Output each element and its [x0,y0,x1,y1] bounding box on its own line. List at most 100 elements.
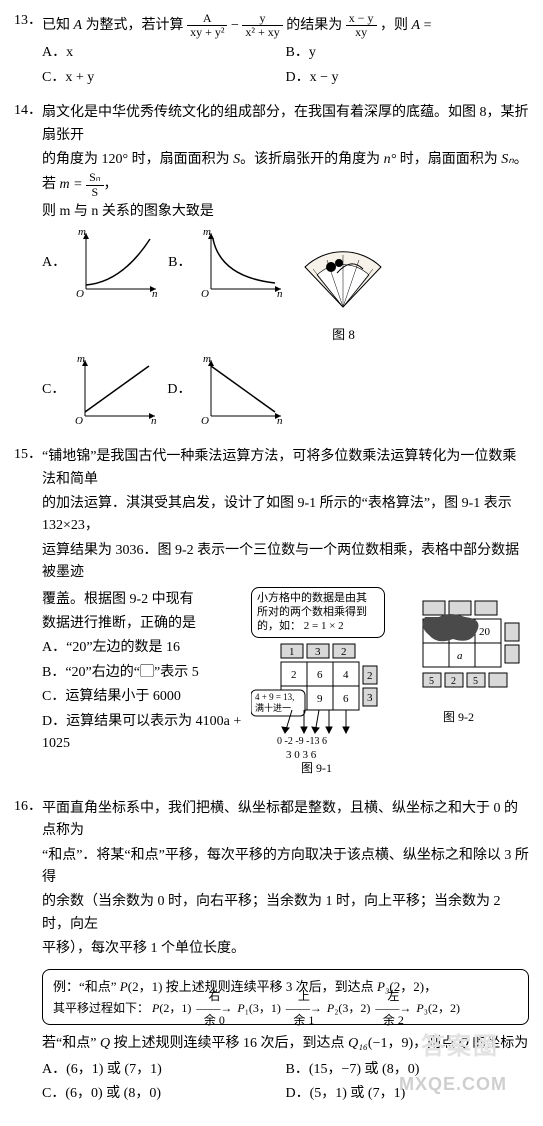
q14-meq: m = [60,177,87,192]
svg-text:3 0 3 6: 3 0 3 6 [286,749,317,761]
q14-optA-wrap: A． m n O [42,227,160,299]
watermark-cn: 答案圈 [421,1028,499,1066]
q15-left: 覆盖。根据图 9-2 中现有 数据进行推断，正确的是 A．“20”左边的数是 1… [42,587,245,786]
svg-text:a: a [457,650,463,662]
svg-text:20: 20 [479,626,491,638]
svg-text:2: 2 [451,676,456,687]
svg-text:O: O [75,415,83,426]
t-l1a: 若“和点” [42,1036,100,1051]
svg-text:n: n [277,288,283,299]
svg-text:1: 1 [289,646,295,658]
q16-opt-A: A．(6，1) 或 (7，1) [42,1058,286,1082]
q15-diagram-area: 覆盖。根据图 9-2 中现有 数据进行推断，正确的是 A．“20”左边的数是 1… [42,587,529,786]
q13-opt-B: B．y [286,41,530,65]
question-16: 16． 平面直角坐标系中，我们把横、纵坐标都是整数，且横、纵坐标之和大于 0 的… [14,796,529,1106]
q13-A: A [74,18,83,33]
svg-text:m: m [203,227,211,238]
q15-l2: 的加法运算．淇淇受其启发，设计了如图 9-1 所示的“表格算法”，图 9-1 表… [42,493,529,538]
q13-A2: A [412,18,421,33]
q13-t1: 已知 [42,18,74,33]
q14-line1: 扇文化是中华优秀传统文化的组成部分，在我国有着深厚的底蕴。如图 8，某折扇张开 [42,102,529,147]
fig8-caption: 图 8 [293,325,393,346]
q13-frac1-num: A [187,12,227,26]
q15-number: 15． [14,444,42,786]
q14-optB-wrap: B． m n O [168,227,285,299]
q16-opt-C: C．(6，0) 或 (8，0) [42,1082,286,1106]
svg-text:6: 6 [343,693,349,705]
q13-frac2: yx² + xy [242,12,282,39]
svg-text:n: n [152,288,158,299]
q14-row2: C． m n O D． [42,354,529,426]
t-l1b: 按上述规则连续平移 16 次后，到达点 [110,1036,348,1051]
q13-t2: 为整式，若计算 [82,18,187,33]
q14-optC-wrap: C． m n O [42,354,159,426]
q15-optD: D．运算结果可以表示为 4100a + 1025 [42,711,245,756]
q14-l2b: 。该折扇张开的角度为 [240,152,384,167]
q15-optC: C．运算结果小于 6000 [42,686,245,708]
svg-text:2: 2 [341,646,347,658]
q13-opt-D: D．x − y [286,66,530,90]
q14-l2a: 的角度为 120° 时，扇面面积为 [42,152,233,167]
q13-number: 13． [14,10,42,90]
svg-text:0 -2 -9 -13 6: 0 -2 -9 -13 6 [277,736,327,747]
svg-text:图 9-2: 图 9-2 [443,710,474,724]
t-Q16c: (−1，9) [368,1036,413,1051]
fan-icon [293,227,393,317]
q15-fig2-wrap: 20 a 525 图 9-2 [409,587,529,786]
svg-text:满十进一: 满十进一 [255,702,291,713]
q13-frac2-den: x² + xy [242,26,282,39]
q13-t3: 的结果为 [286,18,346,33]
balloon-l1: 小方格中的数据是由其 [257,591,379,605]
q15-optA: A．“20”左边的数是 16 [42,637,245,659]
q13-opt-C: C．x + y [42,66,286,90]
q16-l4: 平移），每次平移 1 个单位长度。 [42,938,529,960]
svg-text:n: n [151,415,157,426]
q16-example-box: 例：“和点” P(2，1) 按上述规则连续平移 3 次后，到达点 P₃(2，2)… [42,969,529,1025]
q14-frac-m: SₙS [86,171,103,198]
q13-t4: ，则 [380,18,412,33]
svg-text:5: 5 [429,676,434,687]
t-Q16: Q₁₆ [348,1036,368,1051]
q14-n: n° [384,152,397,167]
balloon-l2: 所对的两个数相乘得到 [257,605,379,619]
q16-l1: 平面直角坐标系中，我们把横、纵坐标都是整数，且横、纵坐标之和大于 0 的点称为 [42,798,529,843]
question-14: 14． 扇文化是中华优秀传统文化的组成部分，在我国有着深厚的底蕴。如图 8，某折… [14,100,529,434]
question-13: 13． 已知 A 为整式，若计算 Axy + y² − yx² + xy 的结果… [14,10,529,90]
q13-frac2-num: y [242,12,282,26]
q14-row1: A． m n O B． [42,227,529,346]
svg-text:O: O [76,288,84,299]
svg-text:O: O [201,288,209,299]
t-Q: Q [100,1036,110,1051]
svg-text:图 9-1: 图 9-1 [301,761,332,775]
question-15: 15． “铺地锦”是我国古代一种乘法运算方法，可将多位数乘法运算转化为一位数乘法… [14,444,529,786]
q14-graph-C: m n O [71,354,159,426]
q15-balloon: 小方格中的数据是由其 所对的两个数相乘得到 的，如： 2 = 1 × 2 [251,587,385,638]
arrow-u-label: 上 [284,986,324,1006]
svg-text:4 + 9 = 13,: 4 + 9 = 13, [255,692,294,702]
q15-right: 小方格中的数据是由其 所对的两个数相乘得到 的，如： 2 = 1 × 2 1 3 2 [251,587,529,786]
q15-l3: 运算结果为 3036．图 9-2 表示一个三位数与一个两位数相乘，表格中部分数据… [42,540,529,585]
q15-fig1-wrap: 小方格中的数据是由其 所对的两个数相乘得到 的，如： 2 = 1 × 2 1 3 2 [251,587,401,786]
svg-text:3: 3 [367,692,373,704]
q13-frac3-den: xy [346,26,377,39]
q14-fracm-den: S [86,186,103,199]
q15-optB: B．“20”右边的“▢”表示 5 [42,662,245,684]
ex-l1c: ， [424,979,437,994]
ex-l2a: 其平移过程如下： [53,1001,149,1015]
grid-9-1-icon: 132 264 396 [251,638,401,778]
q15-l5: 数据进行推断，正确的是 [42,613,245,635]
q14-optD-label: D． [167,379,193,401]
svg-text:2: 2 [367,670,373,682]
q16-number: 16． [14,796,42,1106]
svg-text:9: 9 [317,693,323,705]
svg-text:4: 4 [343,669,349,681]
q14-graph-D: m n O [197,354,285,426]
q14-optB-label: B． [168,252,193,274]
q15-l1: “铺地锦”是我国古代一种乘法运算方法，可将多位数乘法运算转化为一位数乘法和简单 [42,446,529,491]
q14-fan-wrap: 图 8 [293,227,393,346]
q13-options: A．x B．y C．x + y D．x − y [42,41,529,90]
q14-number: 14． [14,100,42,434]
q14-body: 扇文化是中华优秀传统文化的组成部分，在我国有着深厚的底蕴。如图 8，某折扇张开 … [42,100,529,434]
q13-frac3: x − yxy [346,12,377,39]
balloon-l3: 的，如： 2 = 1 × 2 [257,619,379,633]
